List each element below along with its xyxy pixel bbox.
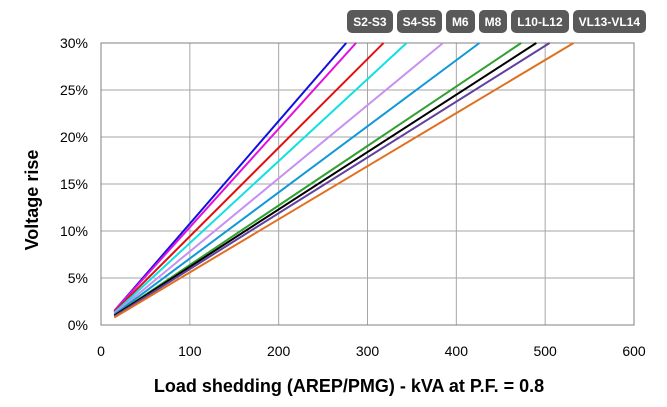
chart-ticks: 0 100 200 300 400 500 600 0% 5% 10% 15% 20% 25% 30%	[60, 35, 646, 359]
chart-grid	[100, 42, 635, 326]
x-tick-label: 500	[533, 343, 557, 359]
x-tick-label: 100	[178, 343, 202, 359]
y-tick-label: 5%	[68, 270, 88, 286]
series-line-2	[113, 42, 357, 312]
x-tick-label: 600	[622, 343, 646, 359]
series-line-10	[113, 42, 575, 319]
series-line-9	[113, 42, 551, 318]
y-tick-label: 30%	[60, 35, 88, 51]
series-line-8	[113, 42, 537, 317]
y-tick-label: 0%	[68, 317, 88, 333]
tab-s2-s3[interactable]: S2-S3	[347, 10, 393, 33]
y-tick-label: 20%	[60, 129, 88, 145]
model-tab-bar: S2-S3 S4-S5 M6 M8 L10-L12 VL13-VL14	[347, 10, 646, 33]
y-tick-label: 15%	[60, 176, 88, 192]
tab-m8[interactable]: M8	[478, 10, 508, 33]
series-line-4	[113, 42, 408, 314]
y-tick-label: 10%	[60, 223, 88, 239]
x-axis-title: Load shedding (AREP/PMG) - kVA at P.F. =…	[154, 376, 544, 396]
plot-area-border	[100, 42, 635, 326]
tab-s4-s5[interactable]: S4-S5	[396, 10, 442, 33]
x-tick-label: 200	[267, 343, 291, 359]
x-tick-label: 300	[356, 343, 380, 359]
y-axis-title: Voltage rise	[22, 150, 42, 251]
series-line-1	[113, 42, 347, 312]
tab-l10-l12[interactable]: L10-L12	[511, 10, 569, 33]
x-tick-label: 0	[97, 343, 105, 359]
series-line-3	[113, 42, 385, 313]
series-line-5	[113, 42, 444, 315]
x-tick-label: 400	[445, 343, 469, 359]
series-line-6	[113, 42, 480, 316]
tab-m6[interactable]: M6	[445, 10, 475, 33]
y-tick-label: 25%	[60, 82, 88, 98]
chart-series	[113, 42, 575, 319]
tab-vl13-vl14[interactable]: VL13-VL14	[572, 10, 646, 33]
series-line-7	[113, 42, 522, 317]
